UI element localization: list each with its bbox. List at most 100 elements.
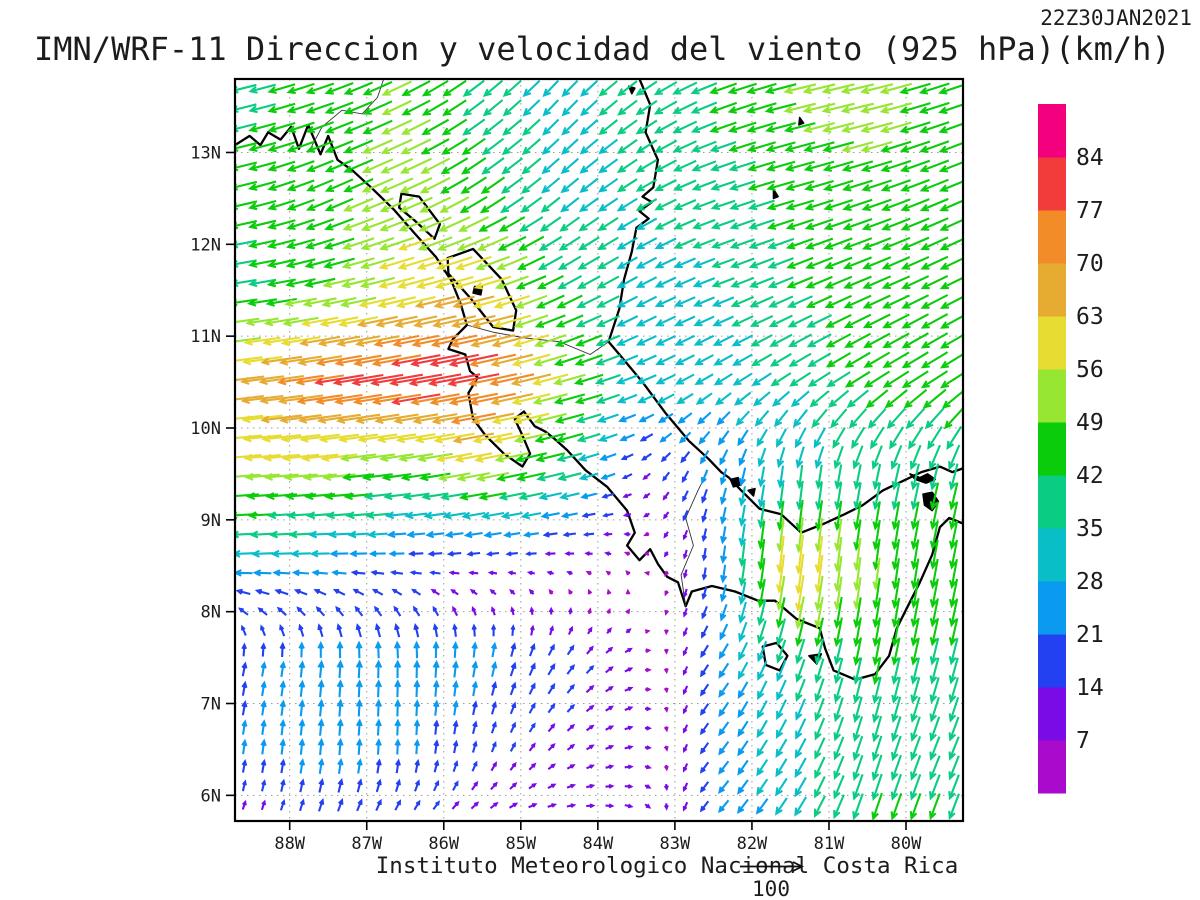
wind-arrow <box>929 558 939 590</box>
wind-arrow <box>929 501 939 531</box>
map-area: 13N 12N 11N 10N 9N 8N 7N 6N 88W 87W 86W 85W 84W 83W 82… <box>190 77 965 854</box>
wind-arrow <box>727 102 757 114</box>
wind-arrow <box>823 237 853 250</box>
wind-arrow <box>238 607 249 616</box>
wind-arrow <box>672 120 698 134</box>
wind-arrow <box>709 101 738 114</box>
wind-arrow <box>701 528 708 543</box>
wind-arrow <box>699 703 710 716</box>
wind-arrow <box>362 80 393 96</box>
wind-arrow <box>948 463 959 491</box>
wind-arrow <box>645 648 652 654</box>
wind-arrow <box>901 294 930 309</box>
wind-arrow <box>305 218 335 231</box>
wind-arrow <box>787 333 813 348</box>
wind-arrow <box>872 482 882 511</box>
wind-arrow <box>852 793 864 821</box>
wind-arrow <box>750 334 773 347</box>
wind-arrow <box>920 370 949 389</box>
wind-arrow <box>497 235 527 251</box>
wind-arrow <box>938 122 963 134</box>
wind-arrow <box>270 549 293 558</box>
wind-arrow <box>451 800 460 810</box>
wind-arrow <box>891 657 901 685</box>
colorbar-segment <box>1038 687 1066 741</box>
wind-arrow <box>463 531 483 539</box>
wind-arrow <box>821 83 855 95</box>
wind-arrow <box>929 617 940 647</box>
wind-arrow <box>718 760 730 775</box>
colorbar-label-77: 77 <box>1076 198 1104 224</box>
wind-arrow <box>840 102 875 114</box>
wind-arrow <box>833 697 844 723</box>
wind-arrow <box>528 742 536 752</box>
wind-arrow <box>910 755 922 781</box>
wind-arrow <box>440 176 469 194</box>
wind-arrow <box>766 218 795 230</box>
wind-arrow <box>600 472 616 480</box>
wind-arrow <box>360 256 395 270</box>
wind-arrow <box>490 641 498 658</box>
wind-arrow <box>775 428 788 448</box>
wind-arrow <box>691 179 717 191</box>
wind-arrow <box>375 698 382 717</box>
pacific-central-america-coast <box>235 123 963 681</box>
wind-arrow <box>355 659 363 679</box>
wind-arrow <box>814 756 826 780</box>
wind-arrow <box>698 430 711 445</box>
wind-arrow <box>266 278 296 288</box>
wind-arrow <box>804 199 834 211</box>
wind-arrow <box>528 588 535 595</box>
wind-arrow <box>615 354 639 366</box>
wind-arrow <box>823 218 853 231</box>
wind-arrow <box>348 550 368 558</box>
colorbar-label-56: 56 <box>1076 357 1104 383</box>
wind-arrow <box>260 779 267 792</box>
wind-arrow <box>729 238 755 249</box>
wind-arrow <box>616 158 638 174</box>
wind-arrow <box>682 801 689 812</box>
wind-arrow <box>748 238 775 250</box>
wind-arrow <box>859 83 894 95</box>
wind-arrow <box>663 648 669 655</box>
wind-arrow <box>928 793 941 821</box>
wind-arrow <box>528 702 536 714</box>
wind-arrow <box>920 351 949 369</box>
wind-arrow <box>286 198 315 211</box>
wind-arrow <box>806 333 832 348</box>
wind-arrow <box>654 237 677 249</box>
wind-arrow <box>425 530 445 539</box>
wind-arrow <box>471 760 478 772</box>
wind-arrow <box>580 492 598 500</box>
wind-arrow <box>343 158 374 173</box>
valid-datetime: 22Z30JAN2021 <box>1040 6 1192 30</box>
wind-arrow <box>595 393 620 404</box>
wind-arrow <box>602 512 614 518</box>
wind-arrow <box>574 393 603 405</box>
wind-arrow <box>635 276 658 288</box>
wind-arrow <box>452 719 459 735</box>
wind-arrow <box>729 218 755 230</box>
wind-arrow <box>337 777 344 793</box>
wind-arrow <box>871 773 883 801</box>
wind-arrow <box>493 432 531 444</box>
wind-arrow <box>378 276 415 289</box>
wind-arrow <box>471 641 478 658</box>
wind-arrow <box>302 297 337 308</box>
wind-arrow <box>765 121 797 133</box>
wind-arrow <box>802 83 836 95</box>
wind-arrow <box>248 161 277 172</box>
wind-arrow <box>498 491 526 501</box>
wind-arrow <box>884 389 908 409</box>
wind-arrow <box>774 409 789 428</box>
wind-arrow <box>261 434 302 443</box>
wind-arrow <box>616 217 638 231</box>
colorbar-segment <box>1038 157 1066 211</box>
wind-arrow <box>342 217 374 231</box>
wind-arrow <box>538 492 562 501</box>
wind-arrow <box>891 696 902 724</box>
wind-arrow <box>491 660 498 677</box>
wind-arrow <box>948 755 960 781</box>
wind-arrow <box>929 677 940 704</box>
wind-arrow <box>575 334 603 347</box>
